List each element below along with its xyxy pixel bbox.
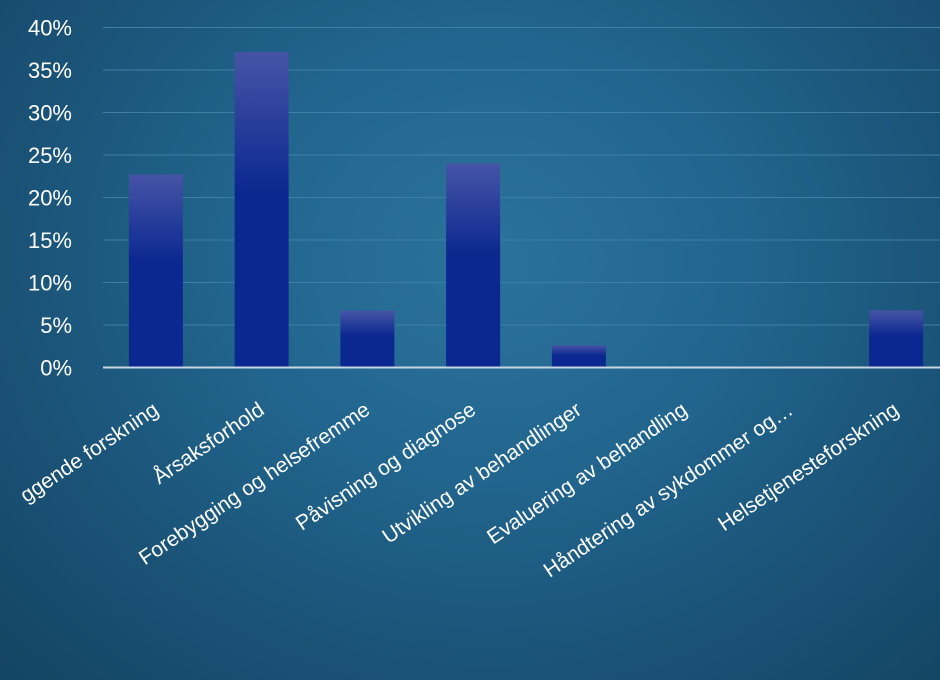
x-category-label: ggende forskning <box>16 398 162 507</box>
y-tick-label: 20% <box>28 186 72 211</box>
bar <box>128 174 183 368</box>
y-axis-ticks: 0% 5% 10% 15% 20% 25% 30% 35% 40% <box>28 16 72 381</box>
x-category-label: Helsetjenesteforskning <box>714 398 903 536</box>
y-tick-label: 40% <box>28 16 72 41</box>
y-tick-label: 35% <box>28 58 72 83</box>
y-tick-label: 10% <box>28 271 72 296</box>
x-category-label: Påvisning og diagnose <box>292 398 480 535</box>
y-tick-label: 30% <box>28 101 72 126</box>
y-tick-label: 5% <box>40 313 72 338</box>
bar <box>446 163 501 368</box>
bar <box>869 310 924 368</box>
x-category-label: Evaluering av behandling <box>483 398 691 549</box>
bar <box>234 52 289 368</box>
bar <box>551 345 606 368</box>
bar <box>340 310 395 368</box>
y-tick-label: 0% <box>40 356 72 381</box>
gridlines <box>103 27 940 326</box>
x-category-label: Utvikling av behandlinger <box>378 398 585 548</box>
bars <box>128 52 924 368</box>
x-axis-labels: ggende forskningÅrsaksforholdForebygging… <box>16 398 903 582</box>
y-tick-label: 25% <box>28 143 72 168</box>
y-tick-label: 15% <box>28 228 72 253</box>
